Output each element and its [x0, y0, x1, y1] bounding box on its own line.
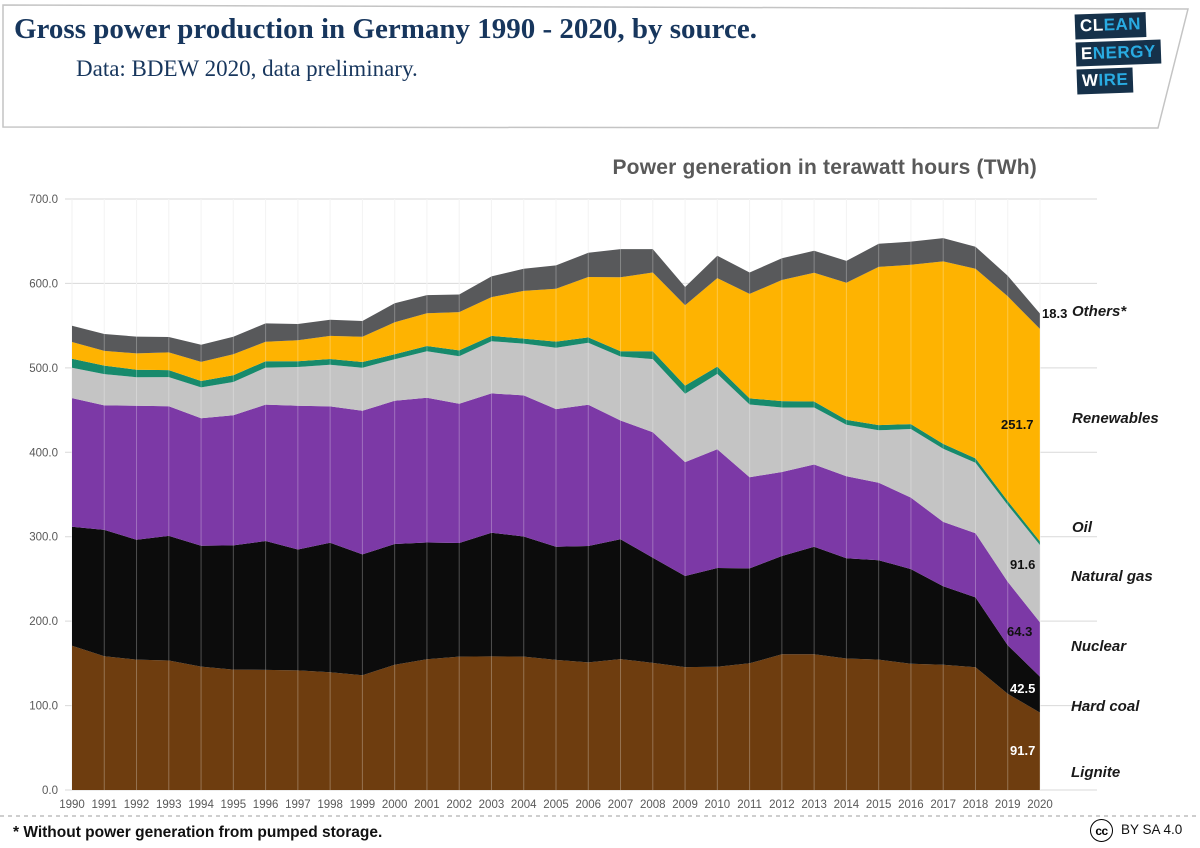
legend-renewables: Renewables [1072, 410, 1159, 427]
y-tick-label: 300.0 [29, 532, 58, 544]
x-tick-label: 2017 [930, 799, 956, 811]
chart-title: Power generation in terawatt hours (TWh) [612, 156, 1037, 179]
x-tick-label: 2003 [479, 799, 505, 811]
x-tick-label: 1990 [59, 799, 85, 811]
page-title: Gross power production in Germany 1990 -… [14, 13, 758, 45]
x-tick-label: 2006 [575, 799, 601, 811]
x-tick-label: 2014 [834, 799, 860, 811]
x-tick-label: 2002 [446, 799, 472, 811]
x-tick-label: 1996 [253, 799, 279, 811]
value-others: 18.3 [1042, 306, 1068, 321]
creative-commons-icon: cc [1090, 819, 1113, 842]
clean-energy-wire-logo: CLEAN ENERGY WIRE [1074, 12, 1163, 98]
area-hard-coal [72, 526, 1040, 713]
x-tick-label: 2016 [898, 799, 924, 811]
value-hard-coal: 42.5 [1010, 681, 1036, 696]
area-lignite [72, 645, 1040, 790]
x-tick-label: 1991 [91, 799, 117, 811]
header: Gross power production in Germany 1990 -… [0, 0, 1200, 136]
x-tick-label: 1993 [156, 799, 182, 811]
value-lignite: 91.7 [1010, 743, 1036, 758]
y-tick-label: 200.0 [29, 616, 58, 628]
area-renewables [72, 261, 1040, 542]
area-natural-gas [72, 341, 1040, 623]
x-tick-label: 1998 [317, 799, 343, 811]
header-frame [2, 4, 1189, 129]
header-frame-shape [2, 4, 1189, 129]
x-tick-label: 2001 [414, 799, 440, 811]
y-tick-label: 700.0 [29, 194, 58, 206]
y-tick-label: 400.0 [29, 447, 58, 459]
page-subtitle: Data: BDEW 2020, data preliminary. [76, 56, 418, 81]
area-nuclear [72, 393, 1040, 677]
y-tick-label: 100.0 [29, 701, 58, 713]
value-natural-gas: 91.6 [1010, 557, 1036, 572]
x-tick-label: 2018 [963, 799, 989, 811]
value-renewables: 251.7 [1001, 417, 1034, 432]
footnote: * Without power generation from pumped s… [13, 824, 383, 841]
legend-natural-gas: Natural gas [1071, 568, 1153, 585]
x-tick-label: 2000 [382, 799, 408, 811]
x-tick-label: 2008 [640, 799, 666, 811]
x-tick-label: 2007 [608, 799, 634, 811]
x-tick-label: 2005 [543, 799, 569, 811]
x-tick-label: 2019 [995, 799, 1021, 811]
legend-oil: Oil [1072, 519, 1093, 536]
x-tick-label: 2009 [672, 799, 698, 811]
legend-hard-coal: Hard coal [1071, 698, 1140, 715]
area-others- [72, 238, 1040, 362]
x-tick-label: 2010 [705, 799, 731, 811]
y-tick-label: 500.0 [29, 363, 58, 375]
x-tick-label: 2020 [1027, 799, 1053, 811]
x-tick-label: 2015 [866, 799, 892, 811]
value-nuclear: 64.3 [1007, 624, 1033, 639]
legend-nuclear: Nuclear [1071, 638, 1127, 655]
x-tick-label: 1999 [350, 799, 376, 811]
x-tick-label: 2011 [737, 799, 762, 811]
x-tick-label: 1997 [285, 799, 311, 811]
legend-lignite: Lignite [1071, 764, 1121, 781]
logo-row-energy: ENERGY [1075, 39, 1162, 67]
x-tick-label: 2012 [769, 799, 795, 811]
license-text: BY SA 4.0 [1121, 822, 1183, 837]
logo-row-wire: WIRE [1076, 67, 1134, 95]
x-tick-label: 1995 [221, 799, 247, 811]
y-tick-label: 0.0 [42, 785, 58, 797]
y-tick-label: 600.0 [29, 278, 58, 290]
x-tick-label: 2004 [511, 799, 537, 811]
logo-row-clean: CLEAN [1074, 12, 1147, 40]
legend-others: Others* [1072, 303, 1127, 320]
x-tick-label: 2013 [801, 799, 827, 811]
x-tick-label: 1994 [188, 799, 214, 811]
x-tick-label: 1992 [124, 799, 150, 811]
